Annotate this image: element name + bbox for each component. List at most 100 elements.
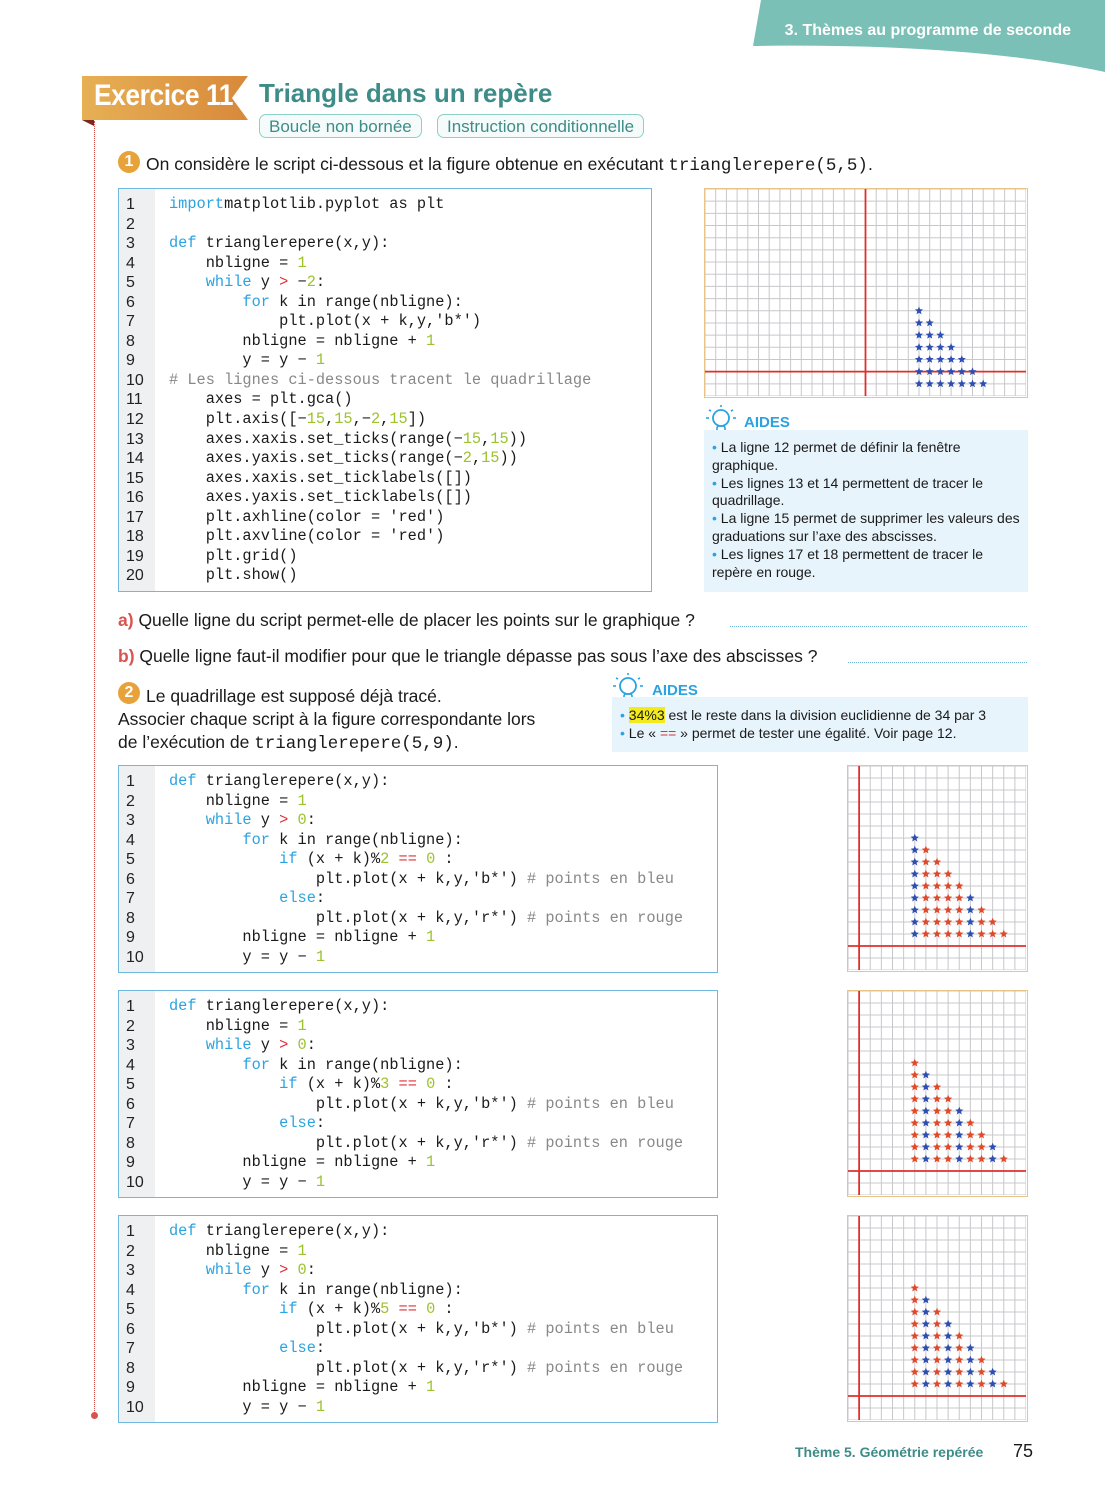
point-blue <box>947 355 956 363</box>
question-text: Quelle ligne du script permet-elle de pl… <box>138 610 695 630</box>
point-blue <box>910 917 919 926</box>
point-red <box>932 881 942 890</box>
line-number: 1 <box>126 773 135 790</box>
point-red <box>910 1094 919 1103</box>
code-text: plt.plot(x + k,y,'b*') # points en bleu <box>169 1319 674 1338</box>
code-text: if (x + k)%2 == 0 : <box>279 850 454 869</box>
point-red <box>910 1142 919 1151</box>
point-blue <box>921 1142 930 1151</box>
code-line: 7 plt.plot(x + k,y,'b*') <box>119 312 481 332</box>
line-number: 5 <box>126 274 135 292</box>
point-blue <box>910 893 919 902</box>
point-blue <box>947 379 956 388</box>
point-blue <box>944 1343 953 1352</box>
point-blue <box>921 1295 930 1304</box>
code-line: 4 for k in range(nbligne): <box>119 1281 463 1301</box>
point-red <box>932 1319 942 1328</box>
code-text: axes.xaxis.set_ticklabels([]) <box>169 468 472 487</box>
point-red <box>921 857 930 866</box>
code-lines: 1 importmatplotlib.pyplot as plt 2 3 def tri… <box>119 195 591 586</box>
code-text: axes.yaxis.set_ticks(range(−2,15)) <box>169 449 518 468</box>
point-red <box>944 893 953 902</box>
point-blue <box>966 917 975 926</box>
answer-line-a[interactable] <box>730 626 1027 627</box>
section-title: 3. Thèmes au programme de seconde <box>784 22 1071 39</box>
point-blue <box>910 857 919 866</box>
line-number: 3 <box>126 1262 135 1280</box>
code-text: def trianglerepere(x,y): <box>169 997 390 1015</box>
code-line: 2 nbligne = 1 <box>119 1017 307 1037</box>
point-blue <box>910 845 919 854</box>
point-blue <box>914 367 924 376</box>
point-blue <box>966 893 975 902</box>
point-blue <box>966 905 975 914</box>
code-text: plt.axvline(color = 'red') <box>169 527 445 546</box>
point-blue <box>988 1367 997 1376</box>
plot <box>847 1215 1027 1421</box>
point-blue <box>910 929 919 938</box>
code-line: 15 axes.xaxis.set_ticklabels([]) <box>119 469 472 489</box>
exercise-number: Exercice 11 <box>94 79 234 112</box>
point-red <box>988 929 997 938</box>
point-red <box>932 1106 942 1115</box>
point-red <box>999 929 1008 938</box>
line-number: 7 <box>126 1340 135 1358</box>
code-line: 2 <box>119 215 155 235</box>
plot <box>847 990 1027 1196</box>
point-red <box>910 1343 919 1352</box>
line-number: 10 <box>126 371 144 389</box>
code-text: if (x + k)%3 == 0 : <box>279 1075 454 1094</box>
point-red <box>921 881 930 890</box>
code-text: for k in range(nbligne): <box>242 292 463 311</box>
point-red <box>955 1355 964 1364</box>
code-text: def trianglerepere(x,y): <box>169 1222 390 1240</box>
point-blue <box>936 367 945 376</box>
point-red <box>977 1355 986 1364</box>
answer-line-b[interactable] <box>848 662 1027 663</box>
point-blue <box>944 1331 953 1340</box>
point-red <box>932 929 942 938</box>
code-text: def trianglerepere(x,y): <box>169 772 390 790</box>
intro-code: trianglerepere(5,5) <box>668 156 868 176</box>
point-red <box>921 905 930 914</box>
part-1-number: 1 <box>118 151 140 173</box>
line-number: 1 <box>126 1223 135 1240</box>
point-red <box>955 881 964 890</box>
point-blue <box>914 318 924 327</box>
code-text: axes.xaxis.set_ticks(range(−15,15)) <box>169 429 528 448</box>
point-blue <box>968 379 977 388</box>
aides-box-2: • 34%3 est le reste dans la division euc… <box>612 697 1028 752</box>
point-blue <box>921 1130 930 1139</box>
code-text: while y > −2: <box>205 273 326 292</box>
point-blue <box>910 833 919 842</box>
point-blue <box>988 1154 997 1163</box>
point-blue <box>988 1379 997 1388</box>
code-line: 5 if (x + k)%3 == 0 : <box>119 1075 454 1095</box>
point-blue <box>966 1367 975 1376</box>
code-text: y = y − 1 <box>169 351 326 370</box>
point-red <box>999 1154 1008 1163</box>
line-number: 1 <box>126 998 135 1015</box>
point-blue <box>921 1154 930 1163</box>
code-line: 10 # Les lignes ci-dessous tracent le qua… <box>119 371 591 391</box>
code-text: nbligne = nbligne + 1 <box>169 1153 436 1172</box>
line-number: 4 <box>126 1281 135 1299</box>
line-number: 3 <box>126 812 135 830</box>
line-number: 4 <box>126 831 135 849</box>
code-line: 1 def trianglerepere(x,y): <box>119 997 389 1017</box>
point-red <box>977 1367 986 1376</box>
code-line: 16 axes.yaxis.set_ticklabels([]) <box>119 488 472 508</box>
margin-dot <box>91 1412 98 1419</box>
point-blue <box>947 367 956 376</box>
code-line: 5 while y > −2: <box>119 273 325 293</box>
code-text: plt.plot(x + k,y,'b*') <box>169 312 482 331</box>
line-number: 2 <box>126 215 135 233</box>
point-red <box>932 1331 942 1340</box>
point-red <box>944 1118 953 1127</box>
point-blue <box>944 1355 953 1364</box>
code-text: def trianglerepere(x,y): <box>169 234 390 253</box>
point-red <box>932 1118 942 1127</box>
